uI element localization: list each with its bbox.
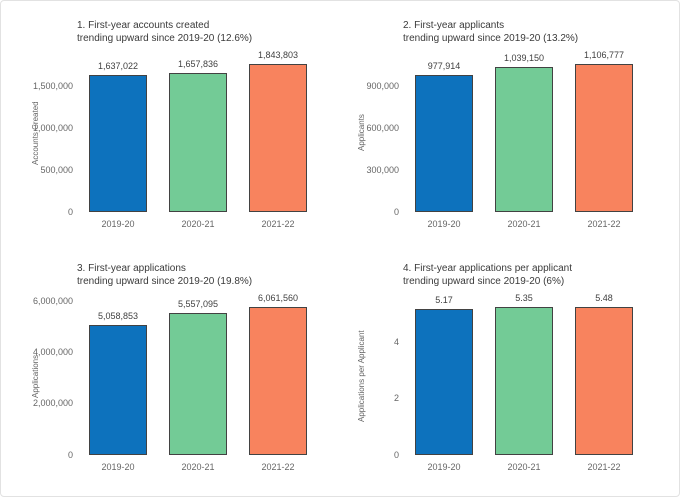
bar-value-label: 1,843,803 xyxy=(257,50,299,60)
bar-column-2020-21: 5.35 2020-21 xyxy=(495,292,553,472)
bar-2019-20 xyxy=(89,74,147,212)
bars-group: 977,914 2019-20 1,039,150 2020-21 1,106,777 2… xyxy=(415,50,633,229)
bar-2021-22 xyxy=(249,64,307,212)
chart-title: 3. First-year applications trending upwa… xyxy=(77,262,253,287)
bar-2020-21 xyxy=(169,72,227,212)
bar-2021-22 xyxy=(249,306,307,455)
bar-column-2019-20: 1,637,022 2019-20 xyxy=(89,50,147,229)
bar-value-label: 5,557,095 xyxy=(177,298,219,309)
bar-2021-22 xyxy=(575,306,633,455)
y-axis-ticks: 0 2 4 xyxy=(343,293,407,460)
plot-area: 0 500,000 1,000,000 1,500,000 1,637,022 2019-… xyxy=(17,50,337,229)
y-tick-label: 4,000,000 xyxy=(32,347,73,358)
bar-value-label: 5.17 xyxy=(435,294,453,305)
bar-2021-22 xyxy=(575,64,633,212)
plot-area: 0 300,000 600,000 900,000 977,914 2019-20 1,03… xyxy=(343,50,663,229)
bar-2020-21 xyxy=(169,312,227,455)
bar-2020-21 xyxy=(495,306,553,455)
chart-panel-applications-per-applicant: 4. First-year applications per applicant… xyxy=(343,258,663,487)
bar-value-label: 1,637,022 xyxy=(97,60,139,71)
chart-title: 2. First-year applicants trending upward… xyxy=(403,20,579,44)
chart-title: 1. First-year accounts created trending … xyxy=(77,20,253,44)
x-tick-label: 2019-20 xyxy=(101,219,135,229)
y-tick-label: 0 xyxy=(67,449,73,460)
y-tick-label: 2,000,000 xyxy=(32,398,73,409)
bar-value-label: 1,106,777 xyxy=(583,50,625,60)
x-tick-label: 2020-21 xyxy=(507,219,541,229)
bar-value-label: 977,914 xyxy=(427,61,461,72)
x-tick-label: 2020-21 xyxy=(181,219,215,229)
y-axis-ticks: 0 500,000 1,000,000 1,500,000 xyxy=(17,50,81,217)
y-tick-label: 0 xyxy=(393,449,399,460)
bars-group: 5.17 2019-20 5.35 2020-21 5.48 2021-22 xyxy=(415,292,633,472)
chart-panel-applications: 3. First-year applications trending upwa… xyxy=(17,258,337,487)
y-tick-label: 600,000 xyxy=(366,123,399,134)
y-tick-label: 300,000 xyxy=(366,165,399,176)
bar-2019-20 xyxy=(415,75,473,212)
x-tick-label: 2019-20 xyxy=(101,461,135,472)
y-tick-label: 2 xyxy=(393,393,399,404)
x-tick-label: 2020-21 xyxy=(507,461,541,472)
plot-area: 0 2,000,000 4,000,000 6,000,000 5,058,853 201… xyxy=(17,292,337,472)
y-tick-label: 6,000,000 xyxy=(32,296,73,307)
bar-column-2020-21: 1,039,150 2020-21 xyxy=(495,50,553,229)
y-tick-label: 0 xyxy=(67,207,73,217)
bar-value-label: 5,058,853 xyxy=(97,311,139,322)
bar-value-label: 1,657,836 xyxy=(177,58,219,69)
bars-group: 5,058,853 2019-20 5,557,095 2020-21 6,061,56… xyxy=(89,292,307,472)
plot-area: 0 2 4 5.17 2019-20 5.35 2020-21 5.48 2021-22 xyxy=(343,292,663,472)
y-tick-label: 900,000 xyxy=(366,81,399,92)
bar-column-2019-20: 977,914 2019-20 xyxy=(415,50,473,229)
bar-2020-21 xyxy=(495,66,553,212)
bars-group: 1,637,022 2019-20 1,657,836 2020-21 1,843,80… xyxy=(89,50,307,229)
y-tick-label: 1,500,000 xyxy=(32,81,73,92)
bar-2019-20 xyxy=(89,325,147,455)
bar-column-2019-20: 5,058,853 2019-20 xyxy=(89,293,147,472)
x-tick-label: 2021-22 xyxy=(261,461,295,472)
bar-column-2020-21: 1,657,836 2020-21 xyxy=(169,50,227,229)
x-tick-label: 2021-22 xyxy=(261,219,295,229)
chart-panel-applicants: 2. First-year applicants trending upward… xyxy=(343,15,663,244)
x-tick-label: 2019-20 xyxy=(427,219,461,229)
chart-panel-accounts-created: 1. First-year accounts created trending … xyxy=(17,15,337,244)
x-tick-label: 2021-22 xyxy=(587,219,621,229)
bar-value-label: 1,039,150 xyxy=(503,52,545,63)
bar-value-label: 5.35 xyxy=(515,292,533,303)
bar-value-label: 5.48 xyxy=(595,292,613,303)
bar-column-2021-22: 6,061,560 2021-22 xyxy=(249,292,307,472)
bar-column-2021-22: 1,106,777 2021-22 xyxy=(575,50,633,229)
x-tick-label: 2020-21 xyxy=(181,461,215,472)
y-tick-label: 1,000,000 xyxy=(32,123,73,134)
bar-column-2020-21: 5,557,095 2020-21 xyxy=(169,293,227,472)
bar-column-2019-20: 5.17 2019-20 xyxy=(415,293,473,472)
x-tick-label: 2021-22 xyxy=(587,461,621,472)
bar-column-2021-22: 1,843,803 2021-22 xyxy=(249,50,307,229)
y-tick-label: 0 xyxy=(393,207,399,217)
chart-title: 4. First-year applications per applicant… xyxy=(403,262,572,287)
bar-value-label: 6,061,560 xyxy=(257,292,299,303)
y-tick-label: 500,000 xyxy=(40,165,73,176)
x-tick-label: 2019-20 xyxy=(427,461,461,472)
y-tick-label: 4 xyxy=(393,336,399,347)
bar-2019-20 xyxy=(415,308,473,455)
y-axis-ticks: 0 2,000,000 4,000,000 6,000,000 xyxy=(17,293,81,459)
bar-column-2021-22: 5.48 2021-22 xyxy=(575,292,633,472)
y-axis-ticks: 0 300,000 600,000 900,000 xyxy=(343,50,407,217)
